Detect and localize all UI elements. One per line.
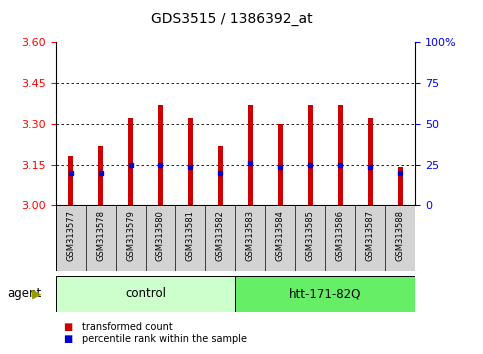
Bar xyxy=(56,276,236,312)
Bar xyxy=(368,119,373,205)
Text: GSM313586: GSM313586 xyxy=(336,210,345,261)
Text: GSM313581: GSM313581 xyxy=(186,210,195,261)
Text: ■: ■ xyxy=(63,322,72,332)
Bar xyxy=(338,105,343,205)
Text: htt-171-82Q: htt-171-82Q xyxy=(289,287,362,300)
Bar xyxy=(68,156,73,205)
Bar xyxy=(188,119,193,205)
Bar xyxy=(308,105,313,205)
Bar xyxy=(398,167,403,205)
Bar xyxy=(98,145,103,205)
Text: transformed count: transformed count xyxy=(82,322,173,332)
Text: GSM313580: GSM313580 xyxy=(156,210,165,261)
Text: GSM313583: GSM313583 xyxy=(246,210,255,261)
Text: GSM313582: GSM313582 xyxy=(216,210,225,261)
Bar xyxy=(278,124,283,205)
Bar xyxy=(248,105,253,205)
Text: agent: agent xyxy=(7,287,42,300)
Text: GSM313577: GSM313577 xyxy=(66,210,75,261)
Text: GSM313587: GSM313587 xyxy=(366,210,375,261)
Text: GSM313584: GSM313584 xyxy=(276,210,285,261)
Text: GSM313588: GSM313588 xyxy=(396,210,405,261)
Bar xyxy=(128,119,133,205)
Text: GSM313585: GSM313585 xyxy=(306,210,315,261)
Text: GSM313578: GSM313578 xyxy=(96,210,105,261)
Bar xyxy=(218,145,223,205)
Text: percentile rank within the sample: percentile rank within the sample xyxy=(82,334,247,344)
Text: GSM313579: GSM313579 xyxy=(126,210,135,261)
Bar xyxy=(158,105,163,205)
Bar xyxy=(236,276,415,312)
Text: ▶: ▶ xyxy=(32,287,42,300)
Text: GDS3515 / 1386392_at: GDS3515 / 1386392_at xyxy=(151,12,313,27)
Text: ■: ■ xyxy=(63,334,72,344)
Text: control: control xyxy=(125,287,166,300)
